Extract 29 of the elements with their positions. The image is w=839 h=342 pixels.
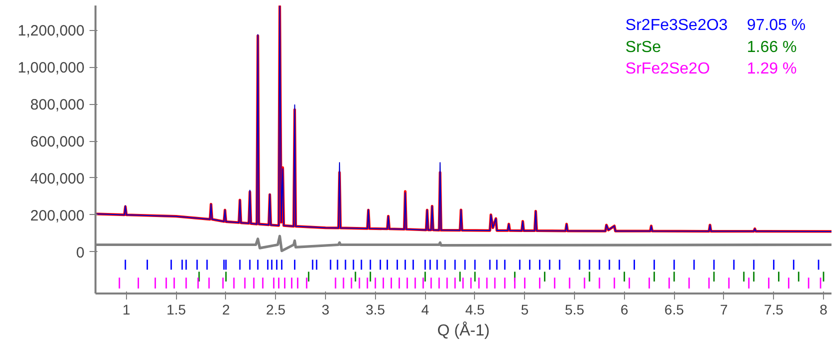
annotation: 1.66 %	[746, 38, 797, 56]
x-tick-label: 6	[620, 302, 628, 318]
y-tick-label: 1,000,000	[18, 60, 85, 77]
annotation: 1.29 %	[746, 60, 797, 78]
x-tick-label: 3.5	[366, 302, 386, 318]
x-tick-label: 3	[322, 302, 330, 318]
x-tick-label: 6.5	[664, 302, 684, 318]
annotation: 97.05 %	[746, 17, 806, 34]
x-tick-label: 1	[122, 302, 130, 318]
x-tick-label: 5	[520, 302, 529, 318]
text: Sr2Fe3Se2O3	[625, 17, 728, 34]
x-tick-label: 2.5	[266, 302, 286, 318]
x-tick-label: 5.5	[564, 302, 584, 318]
y-tick-label: 1,200,000	[18, 22, 85, 40]
x-tick-label: 2	[222, 302, 230, 318]
x-tick-label: 1.5	[166, 302, 186, 318]
y-tick-label: 800,000	[30, 96, 85, 114]
x-tick-label: 7	[720, 302, 728, 318]
x-tick-label: 7.5	[764, 302, 784, 318]
x-tick-label: 8	[820, 302, 828, 318]
text: SrSe	[625, 38, 662, 56]
x-tick-label: 4	[421, 302, 430, 318]
y-tick-label: 0	[76, 244, 84, 262]
y-tick-label: 200,000	[30, 207, 85, 224]
text: SrFe2Se2O	[625, 60, 710, 78]
x-axis-title: Q (Å-1)	[437, 322, 490, 340]
y-tick-label: 600,000	[30, 134, 85, 151]
y-tick-label: 400,000	[30, 170, 85, 188]
x-tick-label: 4.5	[465, 302, 485, 318]
